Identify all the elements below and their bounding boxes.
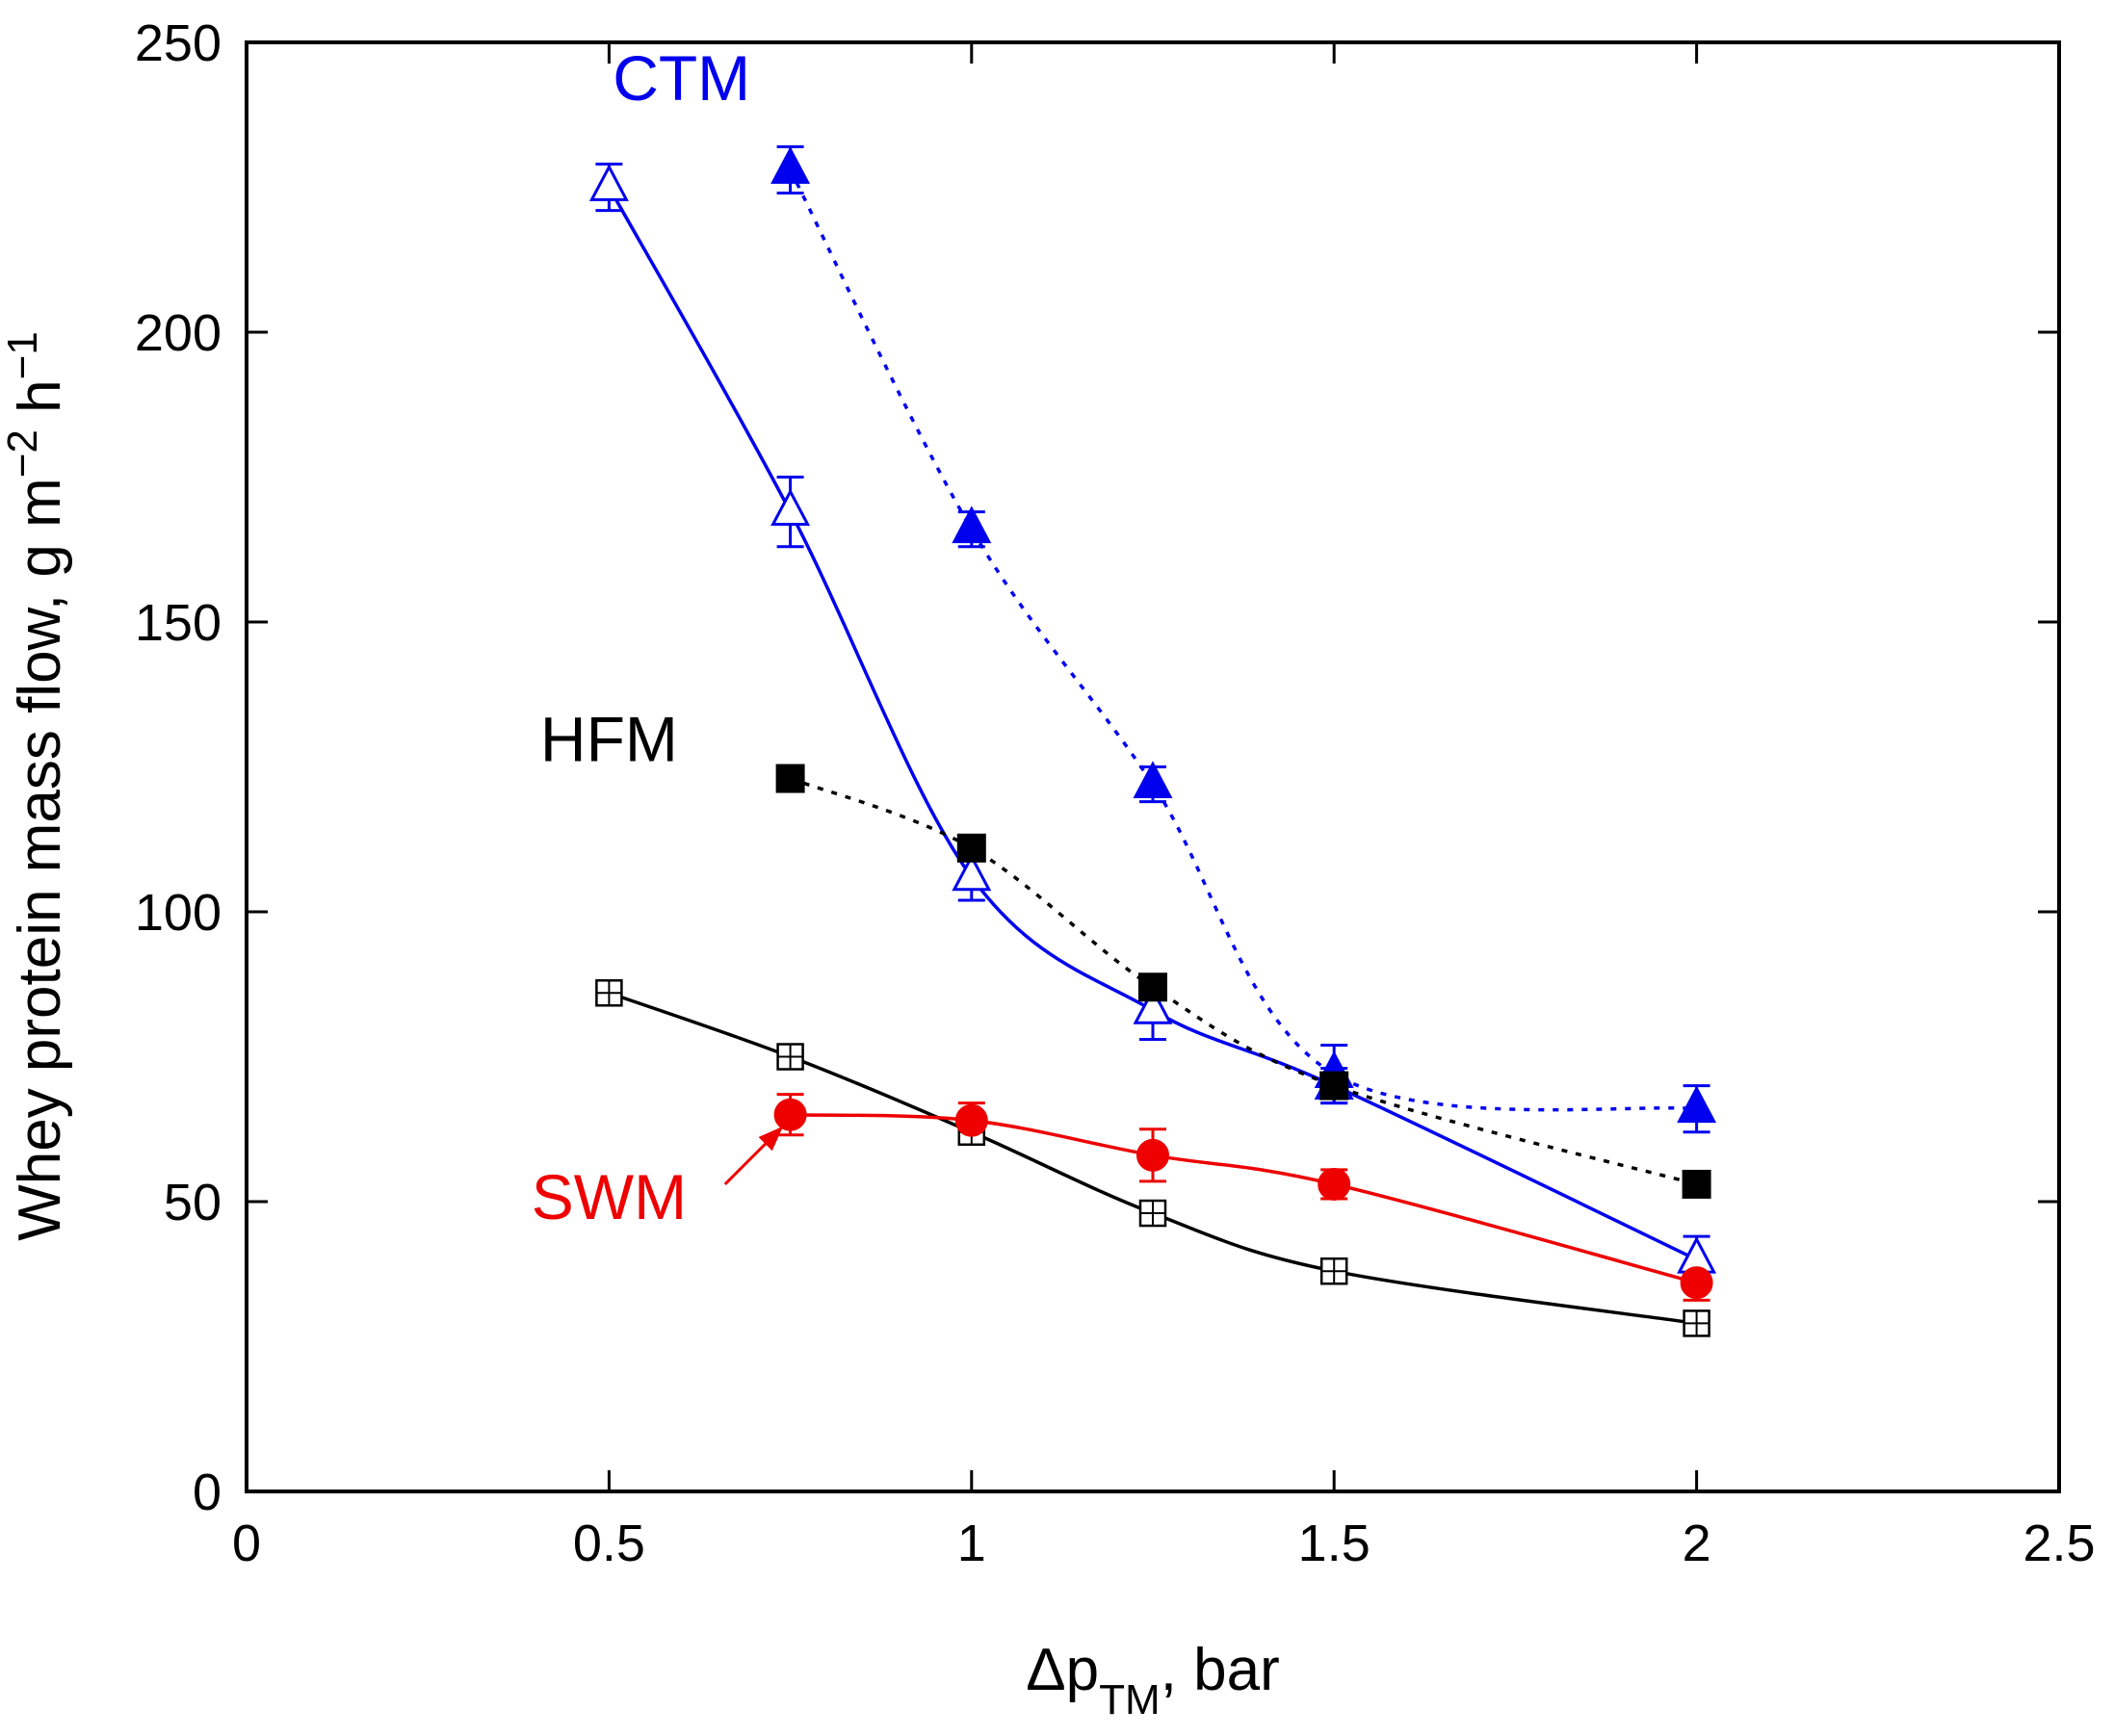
x-tick-label: 0.5 bbox=[573, 1515, 645, 1572]
data-point-swm bbox=[954, 1103, 988, 1137]
y-tick-label: 150 bbox=[135, 594, 222, 652]
x-tick-label: 0 bbox=[232, 1515, 261, 1572]
series-line-ctm-filled bbox=[789, 168, 1697, 1112]
data-point-hfm-open bbox=[776, 1043, 804, 1071]
data-point-hfm-open bbox=[1138, 1199, 1167, 1228]
y-axis-label: Whey protein mass flow, g m−2 h−1 bbox=[0, 331, 73, 1241]
data-point-ctm-filled bbox=[1677, 1085, 1717, 1124]
data-point-hfm-open bbox=[1683, 1309, 1710, 1337]
data-point-hfm-filled bbox=[1138, 972, 1167, 1002]
data-point-swm bbox=[1136, 1138, 1169, 1172]
x-tick-label: 2.5 bbox=[2023, 1515, 2095, 1572]
data-point-ctm-filled bbox=[952, 505, 992, 544]
data-point-ctm-open bbox=[1133, 987, 1173, 1024]
data-point-swm bbox=[1318, 1167, 1351, 1201]
x-tick-label: 2 bbox=[1683, 1515, 1711, 1572]
data-point-swm bbox=[1680, 1266, 1713, 1300]
series-label-ctm: CTM bbox=[613, 42, 750, 114]
series-label-hfm: HFM bbox=[540, 703, 678, 774]
x-tick-label: 1 bbox=[957, 1515, 986, 1572]
data-point-hfm-filled bbox=[1682, 1169, 1711, 1199]
data-point-ctm-open bbox=[588, 164, 629, 201]
series-line-ctm-open bbox=[607, 186, 1698, 1261]
data-point-hfm-open bbox=[595, 979, 623, 1007]
x-axis-label: ΔpTM, bar bbox=[1026, 1637, 1280, 1723]
data-point-hfm-filled bbox=[1319, 1071, 1349, 1101]
data-point-ctm-filled bbox=[770, 146, 811, 184]
plot-frame bbox=[245, 40, 2061, 1493]
data-point-hfm-filled bbox=[956, 833, 986, 863]
data-point-ctm-filled bbox=[1133, 761, 1173, 798]
data-point-ctm-open bbox=[770, 488, 811, 527]
swm-arrow-head bbox=[758, 1126, 784, 1152]
data-point-hfm-filled bbox=[775, 764, 805, 793]
y-tick-label: 50 bbox=[164, 1174, 222, 1231]
data-point-ctm-open bbox=[952, 853, 992, 892]
x-tick-label: 1.5 bbox=[1298, 1515, 1370, 1572]
y-tick-label: 100 bbox=[135, 884, 222, 942]
data-point-swm bbox=[773, 1098, 807, 1131]
y-tick-label: 200 bbox=[135, 304, 222, 362]
series-line-swm bbox=[790, 1112, 1698, 1284]
y-tick-label: 250 bbox=[135, 14, 222, 72]
data-point-hfm-open bbox=[1319, 1257, 1348, 1285]
series-label-swm: SWM bbox=[532, 1161, 687, 1232]
series-line-hfm-filled bbox=[789, 776, 1698, 1186]
y-tick-label: 0 bbox=[193, 1464, 222, 1521]
